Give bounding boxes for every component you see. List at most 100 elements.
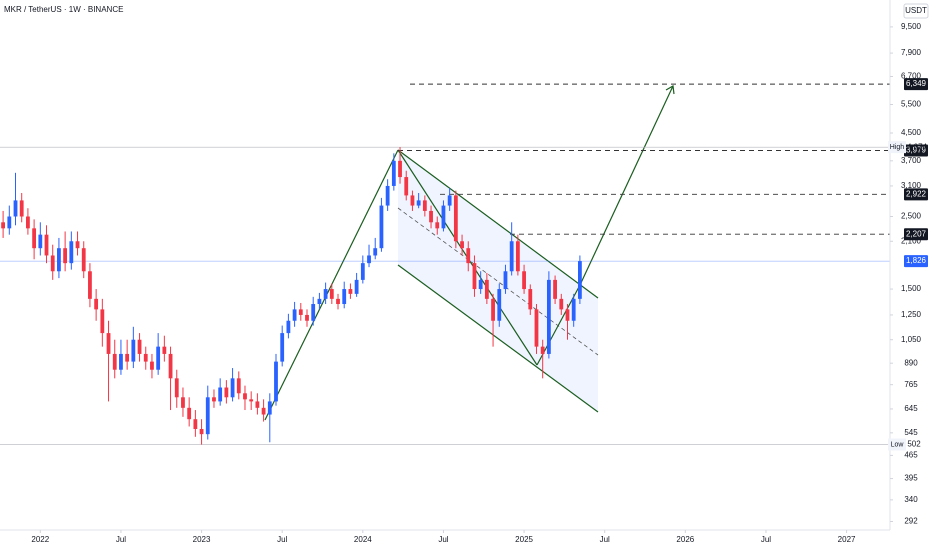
candle-body bbox=[81, 248, 86, 272]
level-box bbox=[904, 144, 928, 157]
candle-body bbox=[540, 346, 545, 354]
candle-body bbox=[379, 205, 384, 249]
candle-body bbox=[323, 289, 328, 299]
candle-body bbox=[497, 289, 502, 321]
candle-body bbox=[174, 378, 179, 398]
y-tick-label: 395 bbox=[904, 474, 918, 483]
candle-body bbox=[546, 279, 551, 354]
candle-body bbox=[305, 314, 309, 321]
high-value: 4,074 bbox=[907, 142, 928, 151]
candle-body bbox=[404, 177, 409, 196]
candle-body bbox=[261, 407, 266, 415]
y-tick-label: 4,500 bbox=[901, 128, 922, 137]
candle-body bbox=[137, 339, 142, 354]
candle-body bbox=[249, 399, 254, 402]
candle-body bbox=[57, 248, 61, 272]
candle-body bbox=[193, 419, 198, 429]
candle-body bbox=[1, 222, 6, 229]
candle-body bbox=[7, 216, 12, 229]
candle-body bbox=[106, 333, 111, 354]
x-tick-label: Jul bbox=[277, 535, 287, 544]
candle-body bbox=[435, 222, 440, 229]
candle-body bbox=[181, 397, 185, 408]
candle-body bbox=[143, 353, 148, 362]
candle-body bbox=[236, 378, 241, 394]
y-tick-label: 765 bbox=[904, 380, 918, 389]
candle-body bbox=[267, 401, 272, 415]
y-tick-label: 3,100 bbox=[901, 181, 922, 190]
y-tick-label: 9,500 bbox=[901, 22, 922, 31]
candle-body bbox=[553, 279, 557, 299]
candle-body bbox=[274, 361, 278, 402]
candle-body bbox=[354, 279, 359, 294]
x-tick-label: Jul bbox=[438, 535, 448, 544]
y-tick-label: 465 bbox=[904, 451, 918, 460]
x-tick-label: 2022 bbox=[31, 535, 49, 544]
level-label: 2,207 bbox=[906, 229, 927, 238]
level-label: 3,979 bbox=[906, 146, 927, 155]
x-tick-label: 2026 bbox=[676, 535, 694, 544]
candle-body bbox=[280, 333, 285, 362]
candle-body bbox=[453, 195, 458, 242]
y-tick-label: 292 bbox=[904, 517, 918, 526]
candle-body bbox=[50, 255, 55, 272]
x-tick-label: Jul bbox=[761, 535, 771, 544]
y-tick-label: 1,050 bbox=[901, 335, 922, 344]
y-tick-label: 890 bbox=[904, 358, 918, 367]
candle-body bbox=[131, 339, 136, 362]
candle-body bbox=[298, 309, 303, 315]
candle-body bbox=[360, 263, 365, 280]
candle-body bbox=[484, 279, 489, 299]
chart-title: MKR / TetherUS · 1W · BINANCE bbox=[4, 5, 123, 14]
x-tick-label: 2024 bbox=[354, 535, 372, 544]
candle-body bbox=[205, 397, 210, 435]
candle-body bbox=[168, 353, 173, 379]
y-tick-label: 2,100 bbox=[901, 236, 922, 245]
candle-body bbox=[342, 289, 347, 305]
candle-body bbox=[125, 353, 130, 362]
level-box bbox=[904, 78, 928, 91]
y-tick-label: 645 bbox=[904, 404, 918, 413]
currency: USDT bbox=[905, 6, 927, 15]
channel-upper bbox=[397, 149, 599, 299]
x-tick-label: 2027 bbox=[838, 535, 856, 544]
level-label: 2,922 bbox=[906, 189, 927, 198]
level-box bbox=[904, 188, 928, 201]
candle-body bbox=[255, 401, 260, 408]
candle-body bbox=[398, 160, 402, 178]
y-tick-label: 2,500 bbox=[901, 212, 922, 221]
candle-body bbox=[119, 353, 123, 370]
candle-body bbox=[373, 248, 378, 256]
candle-body bbox=[286, 320, 291, 334]
high-name-box bbox=[888, 141, 906, 154]
candle-body bbox=[243, 393, 247, 400]
candle-body bbox=[522, 271, 526, 290]
candle-body bbox=[311, 304, 316, 321]
y-tick-label: 3,700 bbox=[901, 156, 922, 165]
candle-body bbox=[100, 309, 105, 334]
candle-body bbox=[230, 378, 235, 398]
candle-body bbox=[187, 407, 192, 420]
last-price-label: 1,826 bbox=[906, 256, 927, 265]
candle-body bbox=[447, 195, 452, 206]
candle-body bbox=[156, 346, 161, 370]
candle-body bbox=[565, 309, 570, 321]
low-value: 502 bbox=[907, 440, 921, 449]
candle-body bbox=[292, 309, 297, 321]
candle-body bbox=[391, 160, 396, 186]
candle-body bbox=[336, 298, 340, 305]
x-tick-label: 2025 bbox=[515, 535, 533, 544]
x-tick-label: Jul bbox=[116, 535, 126, 544]
candle-body bbox=[509, 241, 514, 272]
high-name: High bbox=[890, 144, 905, 151]
candle-body bbox=[199, 428, 204, 435]
candle-body bbox=[577, 261, 582, 299]
candle-body bbox=[503, 271, 508, 290]
candle-body bbox=[410, 195, 415, 206]
last-price-box bbox=[904, 255, 928, 268]
target-arrow bbox=[579, 85, 674, 286]
y-tick-label: 1,500 bbox=[901, 284, 922, 293]
candle-body bbox=[88, 271, 92, 299]
x-tick-label: Jul bbox=[600, 535, 610, 544]
